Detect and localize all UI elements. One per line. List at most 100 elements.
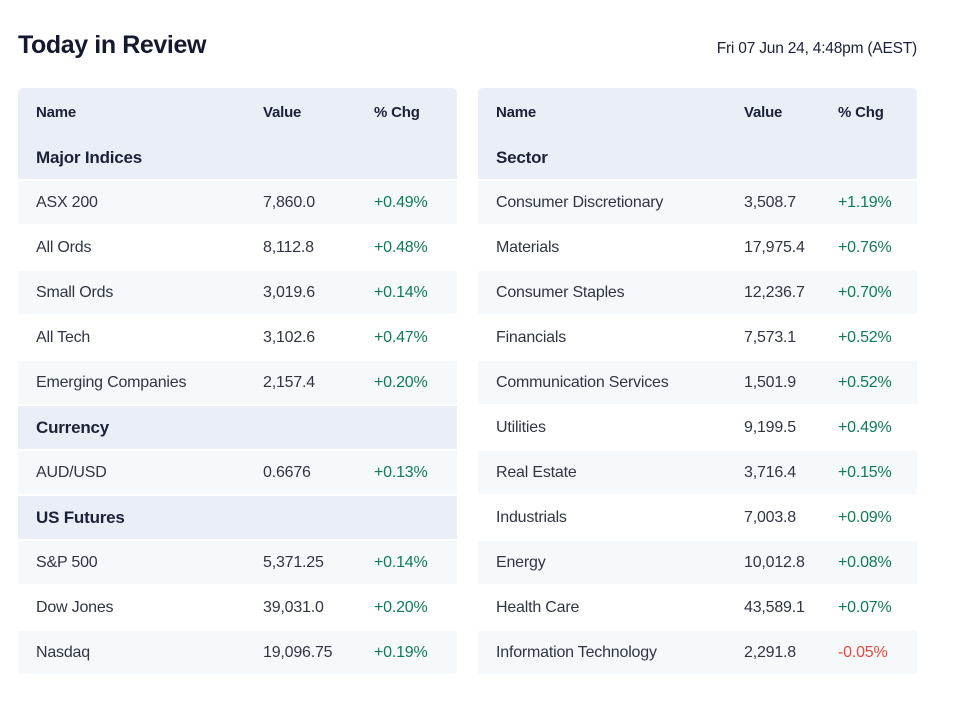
row-change: +0.49% (838, 406, 917, 451)
table-row: Consumer Staples 12,236.7 +0.70% (478, 271, 917, 316)
column-header-value: Value (263, 88, 374, 136)
section-title: Currency (18, 406, 457, 451)
row-name: Information Technology (478, 631, 744, 676)
table-row: Emerging Companies 2,157.4 +0.20% (18, 361, 457, 406)
row-change: +0.20% (374, 586, 457, 631)
row-name: Materials (478, 226, 744, 271)
row-name: All Tech (18, 316, 263, 361)
table-row: Utilities 9,199.5 +0.49% (478, 406, 917, 451)
page-title: Today in Review (18, 31, 207, 59)
row-value: 3,019.6 (263, 271, 374, 316)
indices-table-wrap: Name Value% Chg Major Indices ASX 200 7,860.… (18, 88, 457, 676)
table-row: Real Estate 3,716.4 +0.15% (478, 451, 917, 496)
column-header-chg: % Chg (374, 88, 457, 136)
row-value: 5,371.25 (263, 541, 374, 586)
row-change: +0.76% (838, 226, 917, 271)
column-header-value: Value (744, 88, 838, 136)
row-name: All Ords (18, 226, 263, 271)
row-value: 8,112.8 (263, 226, 374, 271)
row-name: Nasdaq (18, 631, 263, 676)
row-name: Consumer Staples (478, 271, 744, 316)
row-name: Dow Jones (18, 586, 263, 631)
section-header-row: Major Indices (18, 136, 457, 181)
section-header-row: US Futures (18, 496, 457, 541)
section-title: Sector (478, 136, 917, 181)
row-value: 19,096.75 (263, 631, 374, 676)
row-value: 3,716.4 (744, 451, 838, 496)
row-value: 1,501.9 (744, 361, 838, 406)
row-value: 7,003.8 (744, 496, 838, 541)
table-row: ASX 200 7,860.0 +0.49% (18, 181, 457, 226)
section-header-row: Currency (18, 406, 457, 451)
table-row: All Tech 3,102.6 +0.47% (18, 316, 457, 361)
table-row: Small Ords 3,019.6 +0.14% (18, 271, 457, 316)
row-value: 43,589.1 (744, 586, 838, 631)
table-row: Health Care 43,589.1 +0.07% (478, 586, 917, 631)
section-title: US Futures (18, 496, 457, 541)
row-value: 3,102.6 (263, 316, 374, 361)
section-header-row: Sector (478, 136, 917, 181)
row-change: +0.52% (838, 316, 917, 361)
row-change: +1.19% (838, 181, 917, 226)
row-value: 7,573.1 (744, 316, 838, 361)
tables-container: Name Value% Chg Major Indices ASX 200 7,860.… (18, 88, 917, 676)
row-change: +0.15% (838, 451, 917, 496)
row-change: +0.14% (374, 541, 457, 586)
table-row: AUD/USD 0.6676 +0.13% (18, 451, 457, 496)
sectors-table: Name Value% Chg Sector Consumer Discretiona… (478, 88, 917, 676)
row-name: ASX 200 (18, 181, 263, 226)
row-change: +0.14% (374, 271, 457, 316)
row-name: Small Ords (18, 271, 263, 316)
market-review-panel: Today in Review Fri 07 Jun 24, 4:48pm (A… (18, 30, 918, 676)
row-value: 9,199.5 (744, 406, 838, 451)
row-change: +0.52% (838, 361, 917, 406)
row-name: Communication Services (478, 361, 744, 406)
row-name: Utilities (478, 406, 744, 451)
table-row: Materials 17,975.4 +0.76% (478, 226, 917, 271)
table-row: Financials 7,573.1 +0.52% (478, 316, 917, 361)
timestamp: Fri 07 Jun 24, 4:48pm (AEST) (716, 40, 917, 57)
row-value: 0.6676 (263, 451, 374, 496)
row-change: +0.47% (374, 316, 457, 361)
page-header: Today in Review Fri 07 Jun 24, 4:48pm (A… (18, 30, 917, 60)
table-row: Dow Jones 39,031.0 +0.20% (18, 586, 457, 631)
section-title: Major Indices (18, 136, 457, 181)
column-header-row: Name Value% Chg (478, 88, 917, 136)
row-value: 12,236.7 (744, 271, 838, 316)
row-value: 2,291.8 (744, 631, 838, 676)
row-change: +0.20% (374, 361, 457, 406)
row-value: 2,157.4 (263, 361, 374, 406)
column-header-chg: % Chg (838, 88, 917, 136)
table-row: Nasdaq 19,096.75 +0.19% (18, 631, 457, 676)
row-name: Real Estate (478, 451, 744, 496)
row-value: 17,975.4 (744, 226, 838, 271)
row-name: AUD/USD (18, 451, 263, 496)
row-change: +0.08% (838, 541, 917, 586)
row-value: 3,508.7 (744, 181, 838, 226)
sectors-table-wrap: Name Value% Chg Sector Consumer Discretiona… (478, 88, 917, 676)
row-change: -0.05% (838, 631, 917, 676)
column-header-name: Name (18, 88, 263, 136)
column-header-name: Name (478, 88, 744, 136)
row-value: 10,012.8 (744, 541, 838, 586)
row-change: +0.70% (838, 271, 917, 316)
row-value: 39,031.0 (263, 586, 374, 631)
row-change: +0.49% (374, 181, 457, 226)
column-header-row: Name Value% Chg (18, 88, 457, 136)
row-name: Consumer Discretionary (478, 181, 744, 226)
indices-table: Name Value% Chg Major Indices ASX 200 7,860.… (18, 88, 457, 676)
row-name: S&P 500 (18, 541, 263, 586)
row-name: Industrials (478, 496, 744, 541)
row-name: Health Care (478, 586, 744, 631)
row-name: Energy (478, 541, 744, 586)
row-change: +0.13% (374, 451, 457, 496)
table-row: Information Technology 2,291.8 -0.05% (478, 631, 917, 676)
row-change: +0.19% (374, 631, 457, 676)
row-name: Financials (478, 316, 744, 361)
table-row: Industrials 7,003.8 +0.09% (478, 496, 917, 541)
table-row: S&P 500 5,371.25 +0.14% (18, 541, 457, 586)
table-row: All Ords 8,112.8 +0.48% (18, 226, 457, 271)
table-row: Communication Services 1,501.9 +0.52% (478, 361, 917, 406)
table-row: Energy 10,012.8 +0.08% (478, 541, 917, 586)
row-change: +0.07% (838, 586, 917, 631)
